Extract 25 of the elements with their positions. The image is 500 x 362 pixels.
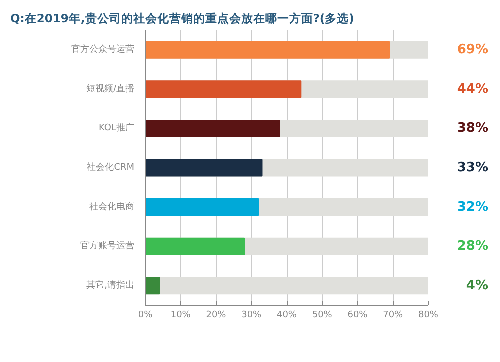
x-tick-label: 50% <box>312 310 333 320</box>
data-label: 32% <box>457 200 489 215</box>
x-tick-label: 0% <box>138 310 154 320</box>
y-tick-label: 社会化电商 <box>90 201 134 212</box>
y-tick-label: 官方账号运营 <box>80 240 134 252</box>
x-tick-label: 30% <box>242 310 262 320</box>
y-tick-label: 短视频/直播 <box>86 83 135 94</box>
data-label: 4% <box>466 278 489 294</box>
data-label: 44% <box>457 82 489 97</box>
data-label: 38% <box>457 121 489 136</box>
bar <box>146 277 160 295</box>
x-tick-label: 10% <box>170 310 192 320</box>
x-tick-label: 70% <box>383 310 404 320</box>
y-tick-label: 官方公众号运营 <box>72 44 134 56</box>
x-tick-label: 60% <box>348 310 368 320</box>
y-tick-label: KOL推广 <box>98 122 135 134</box>
data-label: 69% <box>457 42 489 58</box>
data-label: 33% <box>457 160 489 176</box>
y-tick-label: 社会化CRM <box>87 162 135 173</box>
x-tick-label: 20% <box>206 310 227 320</box>
y-tick-label: 其它,请指出 <box>86 280 135 291</box>
x-tick-label: 80% <box>418 310 439 320</box>
data-label: 28% <box>457 239 489 254</box>
chart-title: Q:在2019年,贵公司的社会化营销的重点会放在哪一方面?(多选) <box>10 12 354 26</box>
x-tick-label: 40% <box>277 310 298 320</box>
